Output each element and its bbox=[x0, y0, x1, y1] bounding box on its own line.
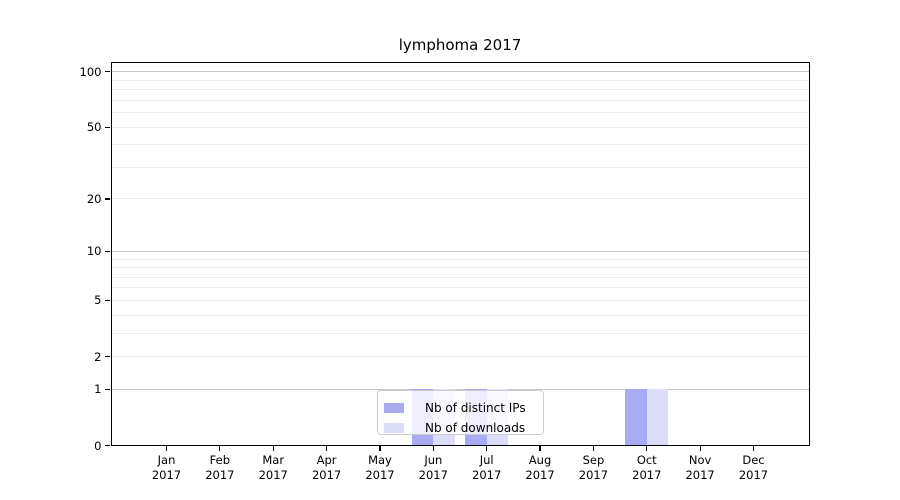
x-tick-month: Jul bbox=[479, 452, 494, 467]
y-tick-label: 2 bbox=[94, 349, 102, 364]
y-tick-mark bbox=[105, 71, 110, 73]
x-tick-year: 2017 bbox=[525, 467, 555, 482]
x-tick-month: Feb bbox=[209, 452, 231, 467]
x-tick-month: Jun bbox=[424, 452, 443, 467]
y-tick-label: 5 bbox=[94, 293, 102, 308]
x-tick-year: 2017 bbox=[578, 467, 609, 482]
y-gridline-minor bbox=[110, 144, 810, 146]
x-tick-month: Mar bbox=[262, 452, 285, 467]
y-gridline-minor bbox=[110, 198, 810, 200]
x-tick-mark bbox=[379, 445, 381, 451]
x-tick-month: Jan bbox=[157, 452, 176, 467]
y-gridline-minor bbox=[110, 166, 810, 168]
y-gridline-minor bbox=[110, 287, 810, 289]
x-tick-label: Jan 2017 bbox=[135, 453, 199, 483]
x-tick-mark bbox=[325, 445, 328, 451]
x-tick-year: 2017 bbox=[632, 467, 662, 482]
x-tick-year: 2017 bbox=[472, 467, 502, 482]
bar-distinct-ips bbox=[625, 389, 647, 446]
legend-label: Nb of downloads bbox=[425, 421, 526, 435]
x-tick-mark bbox=[486, 445, 488, 451]
y-gridline-minor bbox=[110, 79, 810, 81]
x-tick-mark bbox=[646, 445, 648, 451]
x-tick-year: 2017 bbox=[685, 467, 715, 482]
x-tick-month: May bbox=[368, 452, 392, 467]
x-tick-mark bbox=[699, 445, 701, 451]
x-tick-label: Jun 2017 bbox=[401, 453, 465, 483]
y-gridline-major bbox=[110, 250, 810, 252]
x-tick-month: Sep bbox=[582, 452, 605, 467]
y-gridline-minor bbox=[110, 299, 810, 301]
x-tick-year: 2017 bbox=[258, 467, 288, 482]
y-gridline-major bbox=[110, 388, 810, 390]
y-gridline-major bbox=[110, 71, 810, 73]
x-tick-label: Apr 2017 bbox=[295, 453, 359, 483]
x-tick-label: May 2017 bbox=[348, 453, 412, 483]
y-tick-mark bbox=[105, 388, 110, 390]
y-tick-label: 10 bbox=[86, 244, 102, 259]
y-gridline-minor bbox=[110, 314, 810, 316]
legend-label: Nb of distinct IPs bbox=[425, 401, 526, 415]
x-tick-year: 2017 bbox=[738, 467, 769, 482]
y-gridline-minor bbox=[110, 89, 810, 91]
y-gridline-minor bbox=[110, 276, 810, 278]
y-tick-mark bbox=[105, 126, 110, 128]
chart-title: lymphoma 2017 bbox=[398, 36, 522, 54]
x-tick-year: 2017 bbox=[151, 467, 182, 482]
legend-item: Nb of distinct IPs bbox=[384, 398, 543, 418]
y-tick-mark bbox=[105, 444, 110, 447]
x-tick-year: 2017 bbox=[418, 467, 448, 482]
x-tick-mark bbox=[752, 445, 755, 451]
x-tick-month: Dec bbox=[742, 452, 765, 467]
y-gridline-minor bbox=[110, 258, 810, 260]
y-gridline-minor bbox=[110, 112, 810, 114]
legend-swatch bbox=[384, 403, 404, 413]
x-tick-label: Feb 2017 bbox=[188, 453, 252, 483]
y-tick-mark bbox=[105, 250, 110, 252]
legend-item: Nb of downloads bbox=[384, 418, 543, 438]
y-tick-label: 50 bbox=[86, 120, 102, 135]
x-tick-year: 2017 bbox=[365, 467, 395, 482]
x-tick-label: Dec 2017 bbox=[722, 453, 786, 483]
x-tick-mark bbox=[219, 445, 221, 451]
x-tick-label: Aug 2017 bbox=[508, 453, 572, 483]
x-tick-month: Aug bbox=[528, 452, 552, 467]
x-tick-year: 2017 bbox=[205, 467, 235, 482]
y-tick-label: 20 bbox=[86, 191, 102, 206]
y-tick-mark bbox=[105, 355, 110, 358]
x-tick-label: Jul 2017 bbox=[455, 453, 519, 483]
x-tick-mark bbox=[592, 445, 594, 451]
x-tick-label: Mar 2017 bbox=[241, 453, 305, 483]
x-tick-mark bbox=[432, 445, 434, 451]
x-tick-month: Apr bbox=[316, 452, 337, 467]
x-tick-label: Nov 2017 bbox=[668, 453, 732, 483]
y-gridline-minor bbox=[110, 356, 810, 358]
x-tick-year: 2017 bbox=[311, 467, 342, 482]
y-tick-label: 1 bbox=[94, 382, 102, 397]
x-tick-mark bbox=[272, 445, 274, 451]
legend: Nb of distinct IPs Nb of downloads bbox=[377, 390, 544, 435]
y-gridline-minor bbox=[110, 332, 810, 334]
x-tick-mark bbox=[165, 445, 168, 451]
y-tick-label: 0 bbox=[94, 438, 102, 453]
y-gridline-minor bbox=[110, 99, 810, 101]
x-tick-month: Oct bbox=[636, 452, 657, 467]
y-gridline-minor bbox=[110, 126, 810, 128]
x-tick-mark bbox=[539, 445, 541, 451]
y-tick-label: 100 bbox=[79, 64, 102, 79]
legend-swatch bbox=[384, 423, 404, 433]
x-tick-label: Oct 2017 bbox=[615, 453, 679, 483]
x-tick-label: Sep 2017 bbox=[561, 453, 625, 483]
y-tick-mark bbox=[105, 198, 110, 200]
y-gridline-minor bbox=[110, 267, 810, 269]
bar-downloads bbox=[646, 389, 669, 446]
y-tick-mark bbox=[105, 299, 110, 301]
x-tick-month: Nov bbox=[688, 452, 712, 467]
